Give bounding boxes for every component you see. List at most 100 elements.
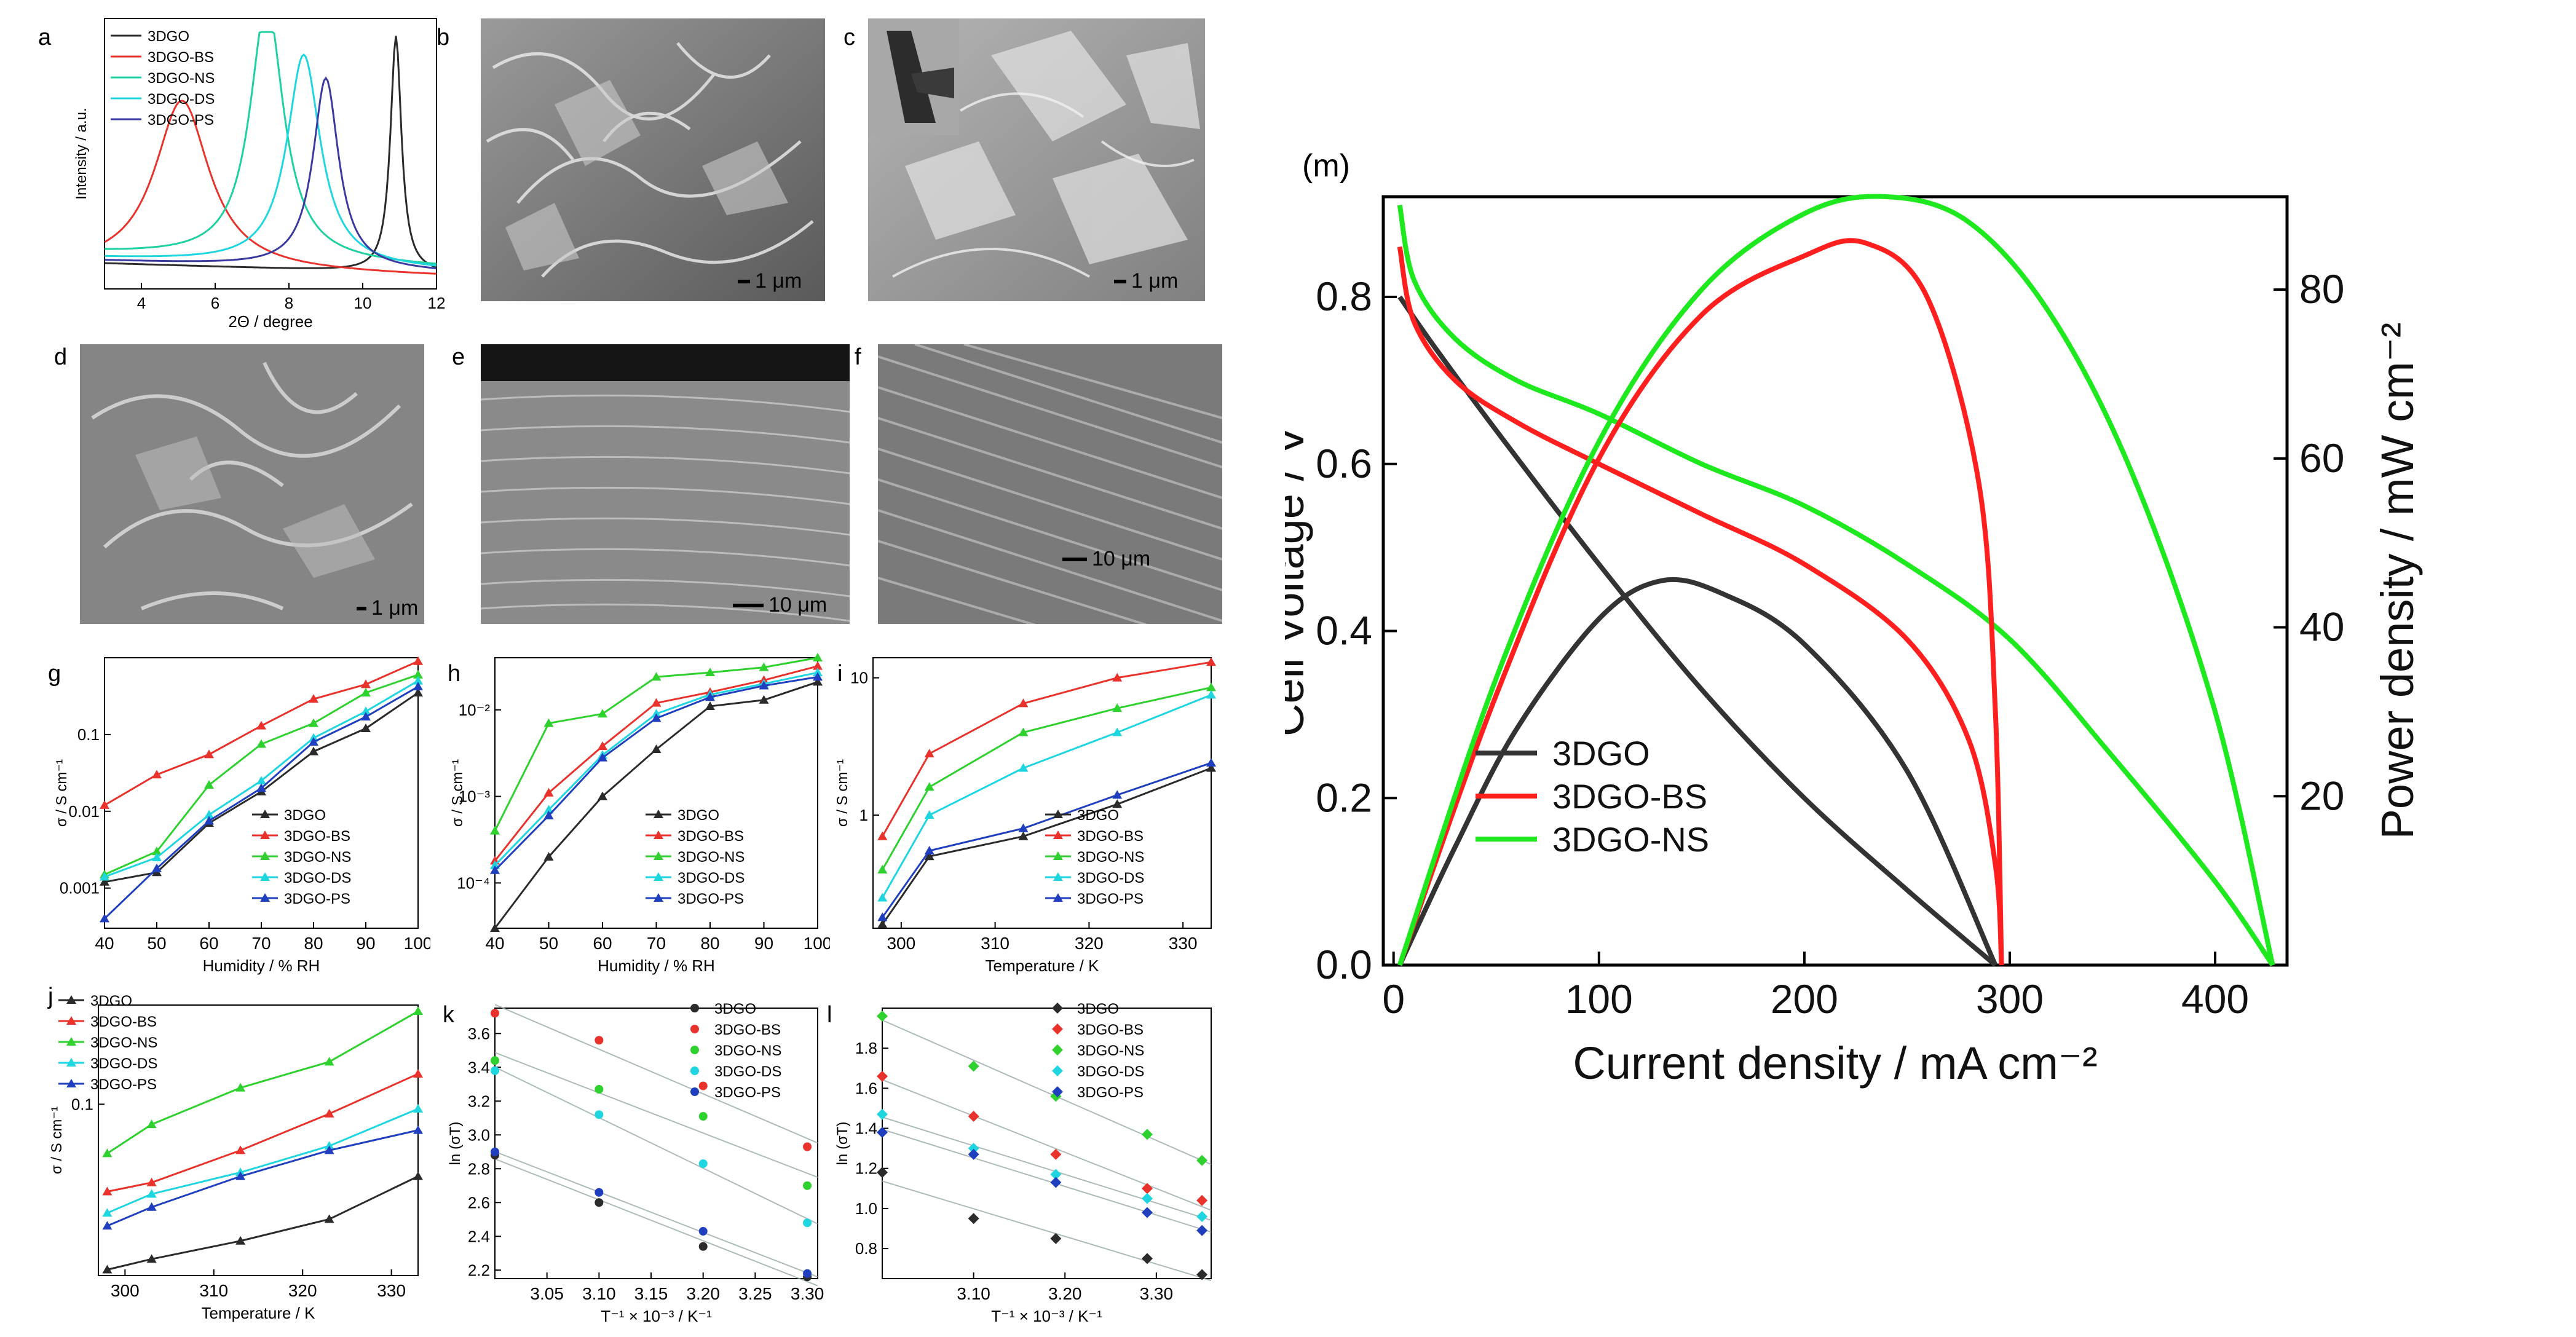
legend-label-3DGO-PS: 3DGO-PS: [90, 1076, 157, 1093]
data-point-3DGO-PS: [877, 1127, 888, 1138]
data-point-3DGO-DS: [877, 893, 888, 902]
data-point-3DGO-PS: [152, 863, 162, 872]
series-line-3DGO-BS: [494, 665, 818, 862]
legend-label-3DGO-DS: 3DGO-DS: [148, 91, 215, 108]
data-point-3DGO-NS: [361, 687, 371, 696]
legend-label-3DGO: 3DGO: [1077, 1001, 1119, 1017]
legend-marker-3DGO-DS: [66, 1058, 76, 1067]
data-point-3DGO-DS: [924, 810, 934, 819]
legend-label-3DGO-PS: 3DGO-PS: [714, 1084, 781, 1101]
data-point-3DGO-NS: [924, 782, 934, 791]
series-line-3DGO-DS: [104, 53, 437, 267]
chart-g-conductivity-humidity: 40 50 60 70 80 90 100 0.001 0.01 0.1 Humidity / % …: [53, 656, 430, 975]
x-tick-label: 3.05: [530, 1284, 564, 1303]
y-tick-label: 2.4: [468, 1227, 490, 1245]
legend-label-3DGO-NS: 3DGO-NS: [678, 849, 745, 866]
x-axis-label: Temperature / K: [986, 956, 1100, 975]
y-tick-label: 0.4: [1316, 608, 1372, 653]
data-point-3DGO: [361, 724, 371, 733]
x-tick-label: 3.30: [1140, 1284, 1174, 1303]
panel-label-d: d: [54, 344, 68, 370]
data-point-3DGO: [413, 1171, 423, 1180]
legend-marker-3DGO-NS: [1052, 1044, 1063, 1055]
data-point-3DGO-NS: [543, 718, 554, 727]
data-point-3DGO: [543, 851, 554, 861]
data-point-3DGO-PS: [1050, 1177, 1062, 1188]
fit-line-3DGO-DS: [494, 1067, 818, 1225]
x-tick-label: 310: [199, 1281, 228, 1300]
data-point-3DGO: [698, 1242, 708, 1251]
x-tick-label: 310: [981, 934, 1009, 953]
legend-marker-3DGO: [1052, 1003, 1063, 1014]
panel-label-m: (m): [1302, 148, 1350, 184]
y-tick-label: 3.2: [468, 1092, 490, 1110]
series-line-3DGO-NS: [494, 657, 818, 832]
data-point-3DGO-PS: [324, 1145, 334, 1154]
data-point-3DGO: [146, 1254, 157, 1263]
power-curve-3DGO-BS: [1397, 238, 2004, 966]
x-tick-label: 40: [95, 934, 114, 953]
data-point-3DGO-NS: [256, 739, 266, 748]
x-tick-label: 4: [137, 294, 146, 312]
legend-label-3DGO: 3DGO: [284, 807, 326, 824]
legend-label-3DGO-PS: 3DGO-PS: [148, 112, 214, 128]
data-point-3DGO-BS: [152, 770, 162, 779]
data-point-3DGO-PS: [543, 810, 554, 819]
legend-marker-3DGO: [260, 810, 270, 818]
series-line-3DGO: [882, 767, 1212, 925]
fit-line-3DGO-BS: [494, 1004, 818, 1144]
data-point-3DGO-BS: [309, 694, 318, 703]
data-point-3DGO: [759, 695, 769, 704]
data-point-3DGO-NS: [413, 669, 423, 679]
panel-label-f: f: [855, 344, 861, 370]
scale-bar-f: 10 μm: [1062, 547, 1150, 571]
data-point-3DGO-BS: [877, 831, 888, 840]
y-axis-label: σ / S cm⁻¹: [836, 759, 851, 827]
x-tick-label: 10: [354, 294, 372, 312]
data-point-3DGO-NS: [595, 1085, 604, 1094]
series-line-3DGO-NS: [105, 31, 437, 265]
data-point-3DGO-NS: [1196, 1154, 1208, 1166]
series-line-3DGO-PS: [104, 76, 437, 269]
x-tick-label: 100: [804, 934, 830, 953]
fit-line-3DGO: [494, 1158, 818, 1287]
data-point-3DGO-BS: [1112, 672, 1123, 682]
data-point-3DGO: [1206, 763, 1216, 772]
plot-frame: [494, 1008, 818, 1279]
data-point-3DGO: [413, 687, 423, 696]
legend-marker-3DGO-NS: [260, 851, 270, 860]
voltage-curve-3DGO: [1397, 295, 1997, 968]
data-point-3DGO: [924, 851, 934, 861]
x-tick-label: 40: [485, 934, 504, 953]
x-tick-label: 300: [887, 934, 915, 953]
panel-label-l: l: [827, 1002, 832, 1028]
x-tick-label: 300: [111, 1281, 140, 1300]
legend-label-3DGO-DS: 3DGO-DS: [90, 1055, 157, 1072]
data-point-3DGO-DS: [651, 709, 662, 718]
data-point-3DGO-PS: [235, 1171, 246, 1180]
data-point-3DGO-DS: [256, 776, 266, 785]
x-tick-label: 3.25: [738, 1284, 772, 1303]
x-tick-label: 60: [199, 934, 218, 953]
legend-label-3DGO-NS: 3DGO-NS: [90, 1035, 157, 1051]
data-point-3DGO-NS: [102, 1148, 113, 1158]
scale-bar-e: 10 μm: [733, 593, 827, 617]
data-point-3DGO-DS: [413, 1103, 423, 1113]
y-tick-label: 3.6: [468, 1024, 490, 1043]
series-line-3DGO-DS: [881, 694, 1212, 899]
data-point-3DGO-NS: [877, 864, 888, 874]
x-tick-label: 330: [377, 1281, 406, 1300]
data-point-3DGO-PS: [1141, 1207, 1153, 1218]
data-point-3DGO-PS: [598, 752, 607, 762]
y-axis-label: σ / S cm⁻¹: [449, 759, 466, 827]
y-tick-label: 2.6: [468, 1193, 490, 1212]
legend-label-3DGO-BS: 3DGO-BS: [1077, 1022, 1144, 1038]
data-point-3DGO-BS: [361, 679, 371, 688]
x-tick-label: 8: [285, 294, 293, 312]
data-point-3DGO-DS: [1206, 690, 1216, 699]
legend-label-3DGO-DS: 3DGO-DS: [678, 870, 745, 886]
x-tick-label: 3.15: [634, 1284, 668, 1303]
data-point-3DGO-BS: [968, 1111, 979, 1122]
y-tick-label: 0.8: [1316, 274, 1372, 319]
legend-marker-3DGO-NS: [66, 1037, 76, 1046]
